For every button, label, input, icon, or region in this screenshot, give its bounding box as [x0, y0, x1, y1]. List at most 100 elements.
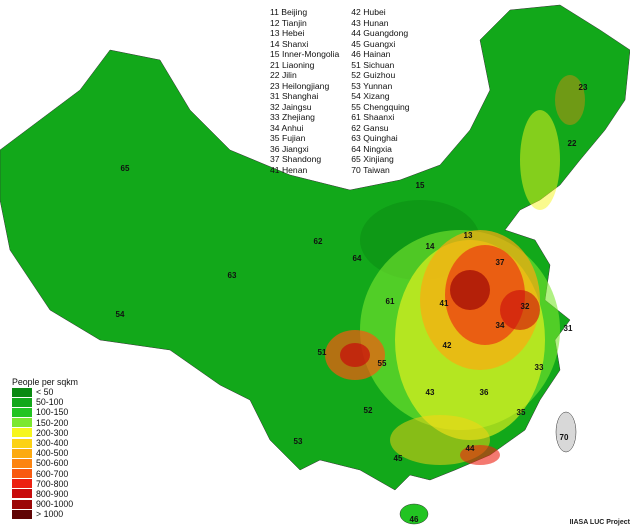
credit-text: IIASA LUC Project [569, 519, 630, 526]
legend-swatch [12, 438, 32, 448]
legend-item: 100-150 [12, 407, 78, 417]
province-label: 54 [116, 310, 125, 319]
legend-swatch [12, 469, 32, 479]
province-label: 43 [426, 388, 435, 397]
legend-item: 600-700 [12, 469, 78, 479]
province-label: 52 [364, 406, 373, 415]
province-label: 45 [394, 454, 403, 463]
province-list-item: 55 Chengquing [351, 101, 410, 112]
province-list-item: 11 Beijing [270, 7, 308, 17]
legend-label: 800-900 [36, 488, 69, 499]
hainan-land [399, 503, 429, 525]
province-list-column: 11 Beijing 12 Tianjin 13 Hebei 14 Shanxi 15 … [270, 7, 339, 175]
province-list-item: 62 Gansu [351, 122, 389, 133]
province-label: 32 [521, 302, 530, 311]
province-label: 46 [410, 515, 419, 524]
legend-swatch [12, 509, 32, 519]
province-label: 53 [294, 437, 303, 446]
province-list-item: 45 Guangxi [351, 38, 396, 49]
legend-swatch [12, 458, 32, 468]
province-code-list: 11 Beijing 12 Tianjin 13 Hebei 14 Shanxi 15 … [270, 7, 410, 175]
province-label: 23 [579, 83, 588, 92]
province-label: 61 [386, 297, 395, 306]
province-list-item: 43 Hunan [351, 17, 389, 28]
legend-swatch [12, 489, 32, 499]
legend-label: 600-700 [36, 468, 69, 479]
legend-label: 50-100 [36, 397, 64, 408]
province-list-item: 65 Xinjiang [351, 154, 394, 164]
province-label: 15 [416, 181, 425, 190]
legend-swatch [12, 499, 32, 509]
province-list-item: 37 Shandong [270, 154, 322, 164]
province-list-item: 46 Hainan [351, 49, 391, 59]
legend-swatch [12, 397, 32, 407]
legend-label: 150-200 [36, 417, 69, 428]
province-list-item: 13 Hebei [270, 28, 305, 38]
legend-item: < 50 [12, 387, 78, 397]
province-list-item: 35 Fujian [270, 133, 306, 143]
province-label: 34 [496, 321, 505, 330]
legend-item: 900-1000 [12, 499, 78, 509]
province-list-item: 42 Hubei [351, 7, 386, 17]
province-list-item: 12 Tianjin [270, 17, 307, 28]
province-list-item: 14 Shanxi [270, 38, 309, 49]
legend-item: 800-900 [12, 489, 78, 499]
province-list-item: 32 Jaingsu [270, 101, 312, 112]
legend-label: < 50 [36, 387, 54, 398]
province-label: 33 [535, 363, 544, 372]
legend-label: 400-500 [36, 448, 69, 459]
province-label: 42 [443, 341, 452, 350]
province-list-item: 15 Inner-Mongolia [270, 49, 340, 59]
legend-swatch [12, 418, 32, 428]
legend-swatch [12, 448, 32, 458]
legend-label: 500-600 [36, 458, 69, 469]
legend-swatch [12, 428, 32, 438]
province-label: 65 [121, 164, 130, 173]
legend-item: 150-200 [12, 418, 78, 428]
legend-label: 300-400 [36, 438, 69, 449]
province-label: 62 [314, 237, 323, 246]
province-list-item: 34 Anhui [270, 122, 304, 133]
province-label: 41 [440, 299, 449, 308]
province-label: 63 [228, 271, 237, 280]
province-label: 44 [466, 444, 475, 453]
province-list-item: 22 Jilin [270, 70, 297, 80]
legend-item: > 1000 [12, 509, 78, 519]
province-list-item: 52 Guizhou [351, 70, 396, 80]
legend-item: 400-500 [12, 448, 78, 458]
province-list-item: 21 Liaoning [270, 59, 315, 70]
legend-title: People per sqkm [12, 377, 79, 387]
province-list-item: 33 Zhejiang [270, 112, 315, 122]
legend-item: 300-400 [12, 438, 78, 448]
legend-item: 500-600 [12, 458, 78, 468]
province-list-column: 42 Hubei 43 Hunan 44 Guangdong 45 Guangxi 46… [351, 7, 409, 175]
legend-item: 200-300 [12, 428, 78, 438]
province-label: 36 [480, 388, 489, 397]
province-list-item: 23 Heilongjiang [270, 80, 330, 91]
legend-label: 900-1000 [36, 499, 74, 510]
province-list-item: 51 Sichuan [351, 59, 395, 70]
taiwan-land [555, 411, 577, 453]
legend-label: 100-150 [36, 407, 69, 418]
province-label: 64 [353, 254, 362, 263]
province-label: 14 [426, 242, 435, 251]
province-list-item: 44 Guangdong [351, 28, 409, 38]
province-label: 35 [517, 408, 526, 417]
province-list-item: 70 Taiwan [351, 164, 390, 175]
legend-label: 200-300 [36, 427, 69, 438]
legend-swatch [12, 479, 32, 489]
province-label: 13 [464, 231, 473, 240]
province-list-item: 61 Shaanxi [351, 112, 395, 122]
legend: People per sqkm < 50 50-100 100-150 150-200… [12, 377, 78, 519]
province-list-item: 64 Ningxia [351, 143, 392, 154]
province-list-item: 54 Xizang [351, 91, 390, 101]
province-label: 70 [560, 433, 569, 442]
legend-label: > 1000 [36, 509, 64, 520]
legend-item: 50-100 [12, 397, 78, 407]
province-list-item: 36 Jiangxi [270, 143, 309, 154]
density-regions [325, 75, 585, 465]
legend-label: 700-800 [36, 478, 69, 489]
province-list-item: 53 Yunnan [351, 80, 393, 91]
